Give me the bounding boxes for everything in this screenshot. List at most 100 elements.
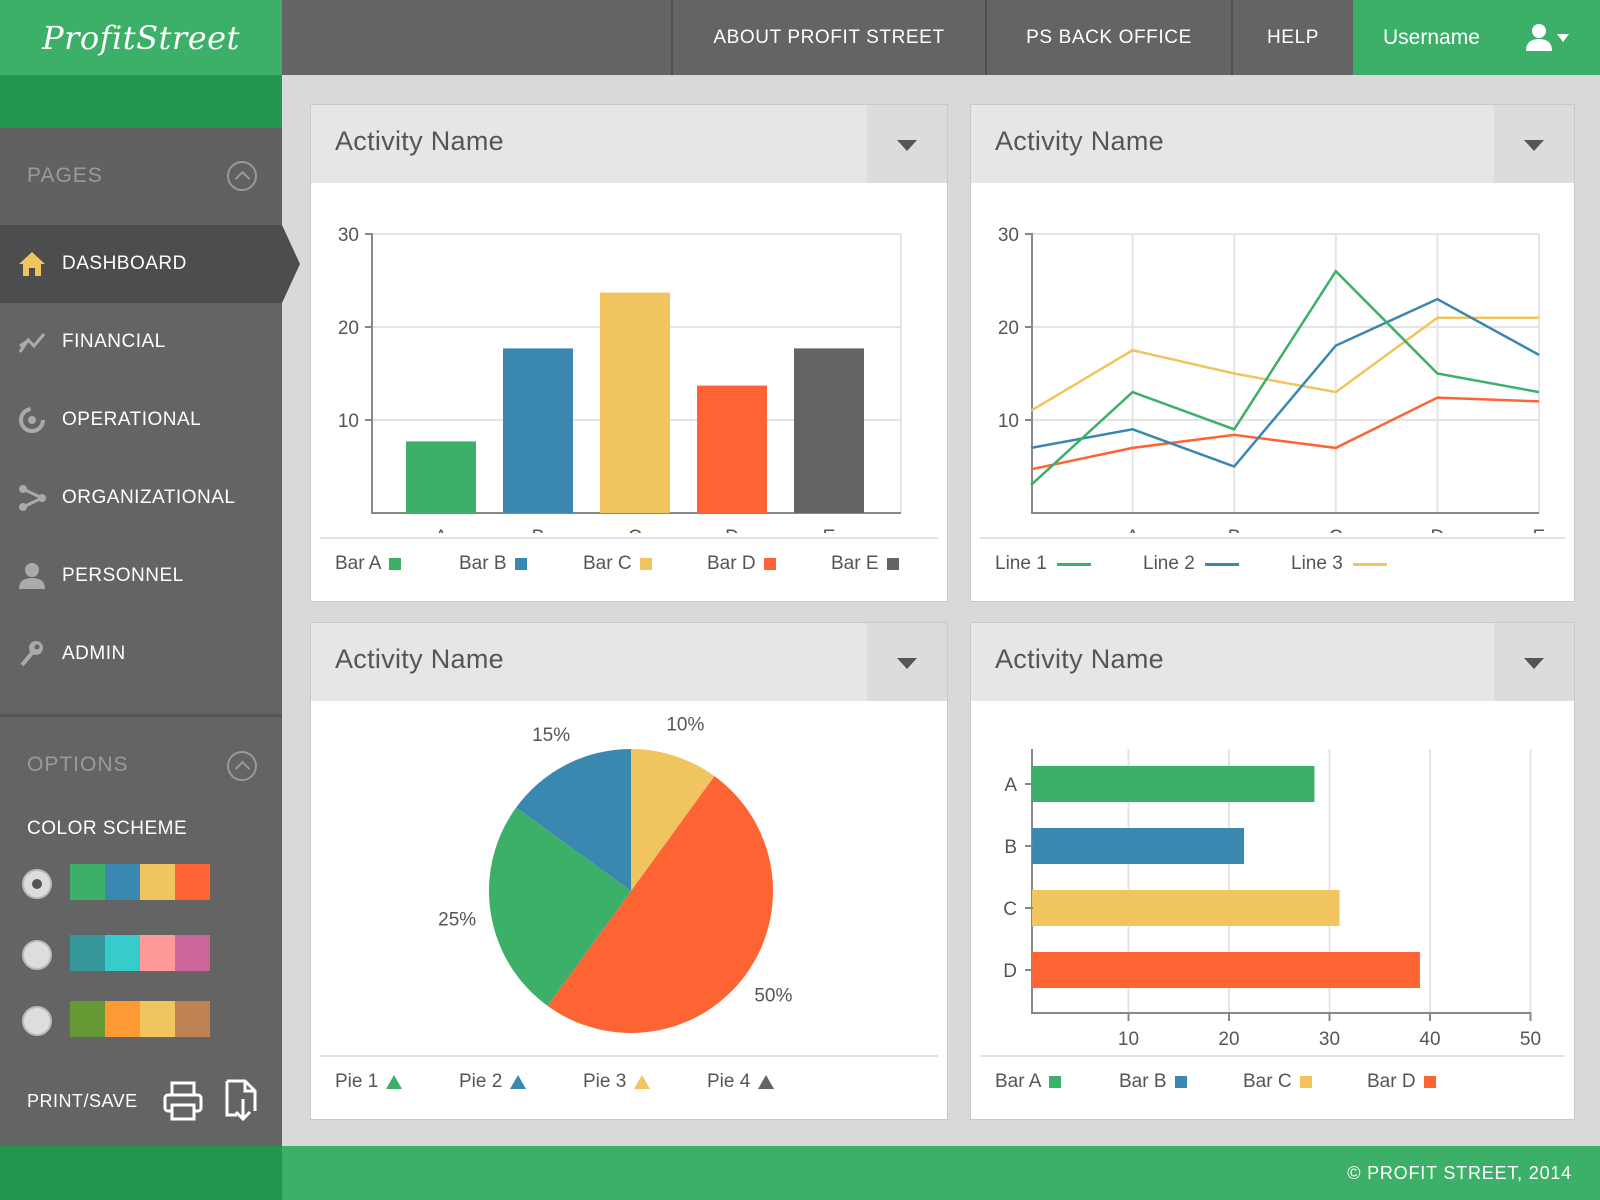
legend-label: Pie 2	[459, 1071, 503, 1092]
x-tick-label: 30	[1319, 1029, 1340, 1050]
options-section-header[interactable]: OPTIONS	[0, 717, 282, 813]
y-tick-label: 30	[998, 225, 1019, 246]
swatch	[105, 935, 140, 971]
panel-dropdown-button[interactable]	[1494, 105, 1574, 183]
x-tick-label: A	[435, 527, 448, 533]
app-logo[interactable]: ProfitStreet	[0, 0, 282, 75]
pages-section-header[interactable]: PAGES	[0, 128, 282, 224]
nav-help[interactable]: HELP	[1231, 0, 1353, 75]
legend-item: Bar C	[583, 553, 707, 575]
collapse-pages-icon[interactable]	[227, 161, 257, 191]
panel-title: Activity Name	[995, 644, 1164, 674]
bar	[1032, 828, 1245, 864]
legend-marker	[514, 558, 527, 570]
share-icon	[19, 485, 46, 511]
x-tick-label: B	[532, 527, 545, 533]
legend-label: Bar D	[707, 553, 756, 574]
sidebar: PAGES DASHBOARD FINANCIAL OPERATIONAL OR…	[0, 128, 300, 1146]
collapse-options-icon[interactable]	[227, 751, 257, 781]
panel-header: Activity Name	[311, 105, 947, 183]
sidebar-item-admin[interactable]: ADMIN	[0, 615, 282, 693]
panel-line-chart: Activity Name 10 20 30 A B C D E Line 1 Line 2 …	[970, 104, 1575, 602]
color-scheme-radio-1[interactable]	[22, 869, 52, 899]
person-icon	[19, 563, 45, 589]
legend-marker	[634, 1075, 651, 1089]
user-menu[interactable]: Username	[1353, 0, 1600, 75]
x-tick-label: C	[628, 527, 642, 533]
x-tick-label: 20	[1218, 1029, 1239, 1050]
legend-marker	[1174, 1076, 1187, 1088]
legend-item: Pie 3	[583, 1071, 707, 1093]
panel-title: Activity Name	[335, 126, 504, 156]
slice-label: 10%	[666, 715, 704, 736]
pie-slice	[489, 807, 631, 1006]
panel-header: Activity Name	[971, 623, 1574, 701]
color-scheme-radio-2[interactable]	[22, 940, 52, 970]
swatch	[70, 935, 105, 971]
series-line	[1030, 396, 1540, 471]
sidebar-item-label: OPERATIONAL	[62, 409, 202, 430]
swatch	[105, 1001, 140, 1037]
y-tick-label: 10	[998, 411, 1019, 432]
options-header-label: OPTIONS	[27, 753, 129, 776]
sidebar-item-label: ADMIN	[62, 643, 126, 664]
color-scheme-swatch-2[interactable]	[70, 935, 210, 971]
legend-marker	[1299, 1076, 1312, 1088]
sidebar-item-personnel[interactable]: PERSONNEL	[0, 537, 282, 615]
legend-item: Bar E	[831, 553, 899, 575]
slice-label: 25%	[438, 910, 476, 931]
x-tick-label: C	[1329, 527, 1343, 533]
color-scheme-swatch-3[interactable]	[70, 1001, 210, 1037]
legend-marker	[1423, 1076, 1436, 1088]
legend-marker	[763, 558, 776, 570]
legend-label: Bar D	[1367, 1071, 1416, 1092]
sidebar-item-label: FINANCIAL	[62, 331, 166, 352]
line-chart: 10 20 30 A B C D E	[998, 225, 1545, 533]
color-scheme-radio-3[interactable]	[22, 1006, 52, 1036]
x-tick-label: E	[823, 527, 836, 533]
legend-marker	[386, 1075, 403, 1089]
legend-label: Bar C	[1243, 1071, 1292, 1092]
x-tick-label: 10	[1118, 1029, 1139, 1050]
sidebar-item-financial[interactable]: FINANCIAL	[0, 303, 282, 381]
chart-legend: Pie 1 Pie 2 Pie 3 Pie 4	[335, 1071, 775, 1093]
nav-ps-back-office[interactable]: PS BACK OFFICE	[985, 0, 1231, 75]
key-icon	[20, 641, 43, 667]
bar	[406, 441, 476, 513]
panel-dropdown-button[interactable]	[867, 105, 947, 183]
x-tick-label: 40	[1419, 1029, 1440, 1050]
pie-slice	[516, 749, 631, 891]
color-scheme-swatch-1[interactable]	[70, 864, 210, 900]
legend-divider	[320, 537, 938, 539]
legend-label: Line 1	[995, 553, 1047, 574]
save-file-icon[interactable]	[223, 1079, 263, 1123]
sidebar-item-organizational[interactable]: ORGANIZATIONAL	[0, 459, 282, 537]
horizontal-bar-chart: 10 20 30 40 50 A B C D	[1003, 749, 1541, 1050]
username-label: Username	[1383, 25, 1480, 49]
legend-item: Pie 4	[707, 1071, 775, 1093]
pages-header-label: PAGES	[27, 164, 103, 187]
panel-title: Activity Name	[995, 126, 1164, 156]
pie-slice	[631, 749, 715, 891]
print-icon[interactable]	[163, 1079, 203, 1123]
nav-about-profit-street[interactable]: ABOUT PROFIT STREET	[671, 0, 985, 75]
gauge-icon	[19, 407, 45, 433]
sidebar-item-dashboard[interactable]: DASHBOARD	[0, 225, 300, 303]
panel-dropdown-button[interactable]	[1494, 623, 1574, 701]
swatch	[175, 935, 210, 971]
legend-label: Bar A	[335, 553, 382, 574]
swatch	[140, 935, 175, 971]
series-line	[1030, 269, 1540, 487]
bar-chart: 10 20 30 A B C D E	[338, 225, 902, 533]
swatch	[70, 1001, 105, 1037]
legend-item: Pie 1	[335, 1071, 459, 1093]
home-icon	[19, 252, 45, 276]
panel-dropdown-button[interactable]	[867, 623, 947, 701]
legend-item: Line 3	[1291, 553, 1387, 575]
y-tick-label: B	[1004, 837, 1017, 858]
x-tick-label: D	[1431, 527, 1445, 533]
x-tick-label: A	[1126, 527, 1139, 533]
bar	[1032, 890, 1340, 926]
sidebar-item-operational[interactable]: OPERATIONAL	[0, 381, 282, 459]
slice-label: 50%	[754, 985, 792, 1006]
